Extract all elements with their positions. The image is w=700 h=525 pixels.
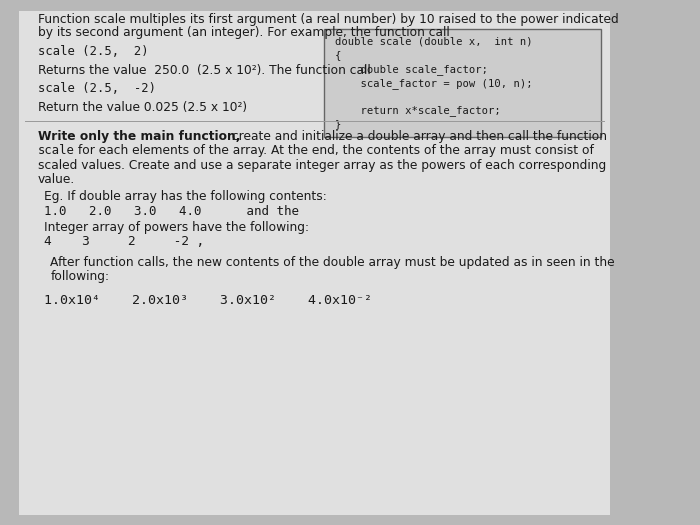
Text: scale (2.5,  -2): scale (2.5, -2)	[38, 82, 156, 96]
Text: double scale (double x,  int n): double scale (double x, int n)	[335, 37, 533, 47]
Text: by its second argument (an integer). For example, the function call: by its second argument (an integer). For…	[38, 26, 449, 39]
Text: Write only the main function,: Write only the main function,	[38, 130, 240, 143]
Text: After function calls, the new contents of the double array must be updated as in: After function calls, the new contents o…	[50, 256, 615, 269]
Text: }: }	[335, 119, 341, 129]
Text: following:: following:	[50, 270, 109, 284]
Text: value.: value.	[38, 173, 75, 186]
Text: 4    3     2     -2 ,: 4 3 2 -2 ,	[44, 235, 204, 248]
FancyBboxPatch shape	[19, 10, 610, 514]
Text: Function scale multiples its first argument (a real number) by 10 raised to the : Function scale multiples its first argum…	[38, 13, 619, 26]
Text: for each elements of the array. At the end, the contents of the array must consi: for each elements of the array. At the e…	[74, 144, 594, 157]
Text: Integer array of powers have the following:: Integer array of powers have the followi…	[44, 220, 309, 234]
FancyBboxPatch shape	[324, 29, 601, 136]
Text: Returns the value  250.0  (2.5 x 10²). The function call: Returns the value 250.0 (2.5 x 10²). The…	[38, 64, 370, 77]
Text: {: {	[335, 50, 341, 60]
Text: 1.0x10⁴    2.0x10³    3.0x10²    4.0x10⁻²: 1.0x10⁴ 2.0x10³ 3.0x10² 4.0x10⁻²	[44, 294, 372, 307]
Text: scale: scale	[38, 144, 75, 157]
Text: Return the value 0.025 (2.5 x 10²): Return the value 0.025 (2.5 x 10²)	[38, 101, 247, 114]
Text: return x*scale_factor;: return x*scale_factor;	[335, 105, 500, 116]
Text: Eg. If double array has the following contents:: Eg. If double array has the following co…	[44, 190, 327, 203]
Text: 1.0   2.0   3.0   4.0      and the: 1.0 2.0 3.0 4.0 and the	[44, 205, 299, 218]
Text: create and initialize a double array and then call the function: create and initialize a double array and…	[228, 130, 607, 143]
Text: scaled values. Create and use a separate integer array as the powers of each cor: scaled values. Create and use a separate…	[38, 159, 606, 172]
Text: scale (2.5,  2): scale (2.5, 2)	[38, 45, 148, 58]
Text: double scale_factor;: double scale_factor;	[335, 64, 488, 75]
Text: scale_factor = pow (10, n);: scale_factor = pow (10, n);	[335, 78, 533, 89]
